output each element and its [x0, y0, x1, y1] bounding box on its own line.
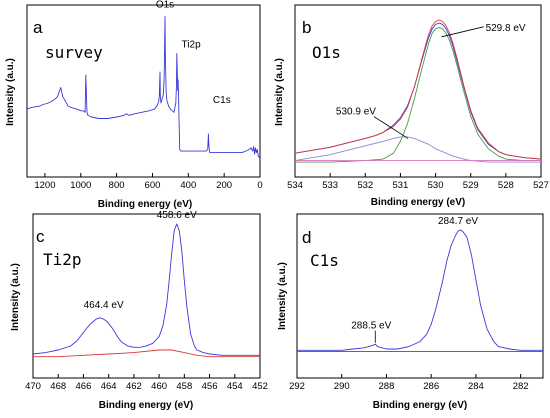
c1s-x-tick-label-4: 286 [423, 381, 439, 392]
survey-peak-label-1: O1s [156, 0, 174, 11]
c1s-panel-letter: d [302, 228, 311, 247]
ti2p-series-line-2 [33, 349, 260, 358]
o1s-peak-arrow-2 [373, 116, 409, 139]
ti2p-panel: 470 468 466 464 462 460 458 456 454 452 c Ti2p Bi… [10, 210, 268, 411]
c1s-x-axis-label: Binding energy (eV) [373, 400, 467, 411]
o1s-x-ticks: 534 533 532 531 530 529 528 527 [287, 173, 549, 191]
survey-series [26, 15, 261, 160]
c1s-title: C1s [310, 251, 339, 270]
c1s-x-tick-label-2: 290 [334, 381, 350, 392]
ti2p-x-axis-label: Binding energy (eV) [99, 400, 193, 411]
o1s-x-tick-label-2: 533 [322, 180, 338, 191]
c1s-x-tick-label-1: 292 [289, 381, 305, 392]
survey-x-tick-label-1: 1200 [34, 180, 55, 191]
o1s-panel-letter: b [302, 18, 311, 37]
ti2p-x-tick-label-9: 454 [227, 381, 243, 392]
ti2p-x-tick-label-3: 466 [76, 381, 92, 392]
o1s-panel: 534 533 532 531 530 529 528 527 b O1s Binding e… [274, 4, 549, 208]
survey-x-tick-label-5: 400 [180, 180, 196, 191]
o1s-x-axis-label: Binding energy (eV) [371, 197, 465, 208]
survey-annotations: O1s Ti2p C1s [156, 0, 231, 106]
o1s-peak-label-2: 530.9 eV [336, 107, 376, 118]
ti2p-x-ticks: 470 468 466 464 462 460 458 456 454 452 [25, 374, 268, 392]
ti2p-peak-label-1: 458.6 eV [157, 210, 197, 221]
survey-x-tick-label-4: 600 [145, 180, 161, 191]
c1s-peak-label-1: 284.7 eV [438, 216, 478, 227]
c1s-panel: 292 290 288 286 284 282 d C1s Binding energy … [277, 213, 544, 411]
c1s-plot-frame [296, 213, 544, 379]
ti2p-panel-letter: c [36, 227, 45, 246]
survey-x-tick-label-7: 0 [257, 180, 262, 191]
ti2p-plot-frame [32, 213, 261, 379]
survey-x-ticks: 1200 1000 800 600 400 200 0 [34, 173, 263, 191]
ti2p-x-tick-label-8: 456 [202, 381, 218, 392]
ti2p-x-tick-label-4: 464 [101, 381, 117, 392]
ti2p-annotations: 458.6 eV 464.4 eV [84, 210, 198, 311]
o1s-series-line-2 [294, 19, 542, 160]
survey-peak-label-2: Ti2p [182, 39, 202, 50]
survey-plot-frame [26, 4, 261, 178]
ti2p-peak-label-2: 464.4 eV [84, 300, 124, 311]
survey-panel: 1200 1000 800 600 400 200 0 a survey Binding e… [5, 0, 263, 210]
ti2p-x-tick-label-5: 462 [126, 381, 142, 392]
o1s-annotations: 529.8 eV 530.9 eV [336, 23, 526, 139]
o1s-peak-arrow-1 [441, 26, 484, 38]
survey-peak-label-3: C1s [213, 95, 231, 106]
o1s-title: O1s [312, 43, 341, 62]
o1s-plot-frame [294, 4, 542, 178]
ti2p-x-tick-label-7: 458 [176, 381, 192, 392]
survey-title: survey [45, 43, 103, 62]
o1s-x-tick-label-8: 527 [533, 180, 549, 191]
ti2p-series [32, 223, 260, 358]
survey-y-axis-label: Intensity (a.u.) [5, 58, 16, 126]
ti2p-x-tick-label-10: 452 [252, 381, 268, 392]
survey-series-line-1 [26, 15, 261, 160]
c1s-y-axis-label: Intensity (a.u.) [277, 262, 288, 330]
survey-x-axis-label: Binding energy (eV) [98, 199, 192, 210]
o1s-x-tick-label-4: 531 [392, 180, 408, 191]
c1s-x-ticks: 292 290 288 286 284 282 [289, 374, 529, 392]
ti2p-series-line-1 [32, 223, 260, 356]
c1s-x-tick-label-6: 282 [513, 381, 529, 392]
o1s-series-line-3 [295, 26, 541, 163]
o1s-x-tick-label-3: 532 [357, 180, 373, 191]
c1s-x-tick-label-5: 284 [468, 381, 484, 392]
survey-x-tick-label-2: 1000 [70, 180, 91, 191]
o1s-series [294, 19, 542, 163]
ti2p-title: Ti2p [43, 250, 82, 269]
c1s-series [297, 229, 543, 352]
survey-x-tick-label-6: 200 [216, 180, 232, 191]
o1s-series-line-4 [294, 136, 541, 163]
o1s-x-tick-label-7: 528 [498, 180, 514, 191]
o1s-x-tick-label-1: 534 [287, 180, 303, 191]
o1s-x-tick-label-5: 530 [428, 180, 444, 191]
c1s-series-line-1 [297, 229, 543, 351]
c1s-peak-label-2: 288.5 eV [351, 321, 391, 332]
ti2p-y-axis-label: Intensity (a.u.) [10, 263, 21, 331]
ti2p-x-tick-label-1: 470 [25, 381, 41, 392]
survey-x-tick-label-3: 800 [109, 180, 125, 191]
o1s-x-tick-label-6: 529 [463, 180, 479, 191]
ti2p-x-tick-label-6: 460 [151, 381, 167, 392]
ti2p-x-tick-label-2: 468 [50, 381, 66, 392]
o1s-y-axis-label: Intensity (a.u.) [274, 58, 285, 126]
survey-panel-letter: a [33, 18, 43, 37]
c1s-x-tick-label-3: 288 [379, 381, 395, 392]
o1s-peak-label-1: 529.8 eV [486, 23, 526, 34]
c1s-annotations: 284.7 eV 288.5 eV [351, 216, 478, 343]
